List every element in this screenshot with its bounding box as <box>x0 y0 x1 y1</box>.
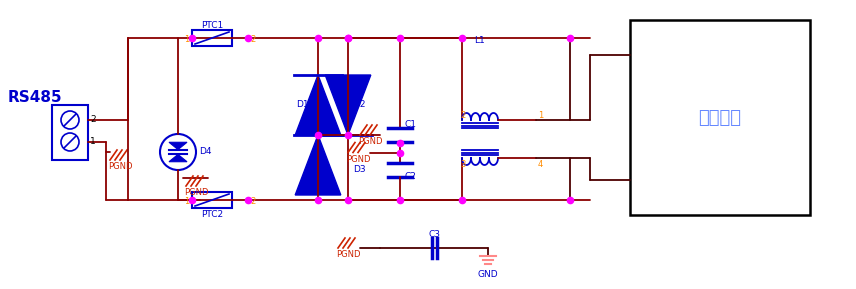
Polygon shape <box>295 135 341 195</box>
Polygon shape <box>325 75 371 135</box>
Text: 4: 4 <box>538 160 544 169</box>
Text: 1: 1 <box>90 137 96 146</box>
Polygon shape <box>169 142 187 150</box>
Text: PGND: PGND <box>184 188 209 197</box>
Text: D3: D3 <box>353 165 366 174</box>
Bar <box>192 30 232 46</box>
Text: PTC1: PTC1 <box>201 21 223 30</box>
Bar <box>52 105 88 160</box>
Text: D2: D2 <box>353 100 366 109</box>
Text: 后级电路: 后级电路 <box>698 108 741 127</box>
Text: 2: 2 <box>250 197 255 206</box>
Text: 2: 2 <box>90 115 96 124</box>
Bar <box>192 192 232 208</box>
Polygon shape <box>169 154 187 162</box>
Text: RS485: RS485 <box>8 90 62 105</box>
Text: C2: C2 <box>405 172 417 181</box>
Text: 2: 2 <box>460 111 466 120</box>
Text: C3: C3 <box>429 230 441 239</box>
Text: L1: L1 <box>474 36 484 45</box>
Text: D4: D4 <box>199 147 211 156</box>
Text: GND: GND <box>478 270 498 279</box>
Text: PGND: PGND <box>336 250 360 259</box>
Text: 3: 3 <box>460 160 466 169</box>
Text: D1: D1 <box>296 100 309 109</box>
Text: 1: 1 <box>538 111 544 120</box>
Polygon shape <box>295 75 341 135</box>
Text: 2: 2 <box>250 35 255 44</box>
Text: PTC2: PTC2 <box>201 210 223 219</box>
Text: PGND: PGND <box>358 137 383 146</box>
Text: 1: 1 <box>184 35 189 44</box>
Text: C1: C1 <box>405 120 417 129</box>
Bar <box>630 20 810 215</box>
Text: PGND: PGND <box>108 162 133 171</box>
Text: 1: 1 <box>184 197 189 206</box>
Text: PGND: PGND <box>346 155 371 164</box>
